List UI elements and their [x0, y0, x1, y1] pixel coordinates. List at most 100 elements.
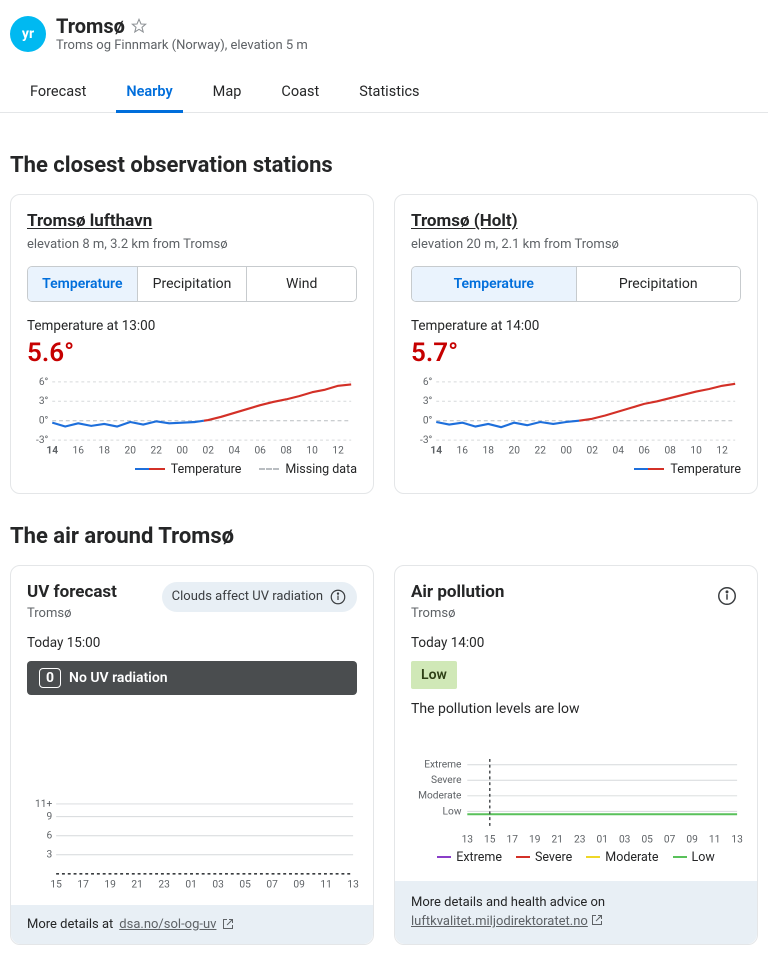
segment-precipitation[interactable]: Precipitation	[577, 267, 741, 301]
svg-text:0°: 0°	[39, 416, 49, 427]
svg-text:6: 6	[47, 830, 53, 841]
svg-text:19: 19	[104, 879, 116, 890]
legend-item: Temperature	[634, 462, 741, 477]
svg-text:05: 05	[239, 879, 251, 890]
svg-text:22: 22	[150, 446, 162, 457]
info-icon	[716, 585, 738, 607]
segment-temperature[interactable]: Temperature	[28, 267, 138, 301]
temp-value: 5.6°	[27, 338, 357, 368]
segment-wind[interactable]: Wind	[247, 267, 356, 301]
tab-map[interactable]: Map	[193, 69, 262, 112]
pollution-location: Tromsø	[411, 606, 504, 621]
svg-text:09: 09	[293, 879, 305, 890]
page-subtitle: Troms og Finnmark (Norway), elevation 5 …	[56, 38, 308, 53]
pollution-legend: ExtremeSevereModerateLow	[411, 850, 741, 865]
pollution-title: Air pollution	[411, 582, 504, 602]
tab-nearby[interactable]: Nearby	[106, 69, 192, 112]
pollution-chart: ExtremeSevereModerateLow1315171921230103…	[411, 757, 741, 844]
station-card: Tromsø (Holt) elevation 20 m, 2.1 km from…	[394, 194, 758, 494]
svg-text:13: 13	[347, 879, 359, 890]
svg-text:15: 15	[50, 879, 62, 890]
station-segment-control: TemperaturePrecipitationWind	[27, 266, 357, 302]
main-tabs: ForecastNearbyMapCoastStatistics	[0, 69, 768, 113]
svg-text:16: 16	[457, 446, 469, 457]
station-name-link[interactable]: Tromsø lufthavn	[27, 211, 152, 231]
svg-text:3°: 3°	[423, 396, 433, 407]
uv-badge: 0 No UV radiation	[27, 661, 357, 695]
svg-text:21: 21	[552, 834, 563, 845]
uv-footer-link[interactable]: dsa.no/sol-og-uv	[119, 917, 216, 932]
chart-legend: TemperatureMissing data	[27, 462, 357, 477]
uv-value: 0	[39, 668, 61, 688]
external-link-icon	[591, 914, 603, 926]
uv-chart: 11+963151719212301030507091113	[27, 802, 357, 889]
tab-forecast[interactable]: Forecast	[10, 69, 106, 112]
svg-text:13: 13	[462, 834, 474, 845]
svg-text:12: 12	[332, 446, 344, 457]
svg-text:06: 06	[254, 446, 266, 457]
svg-text:-3°: -3°	[36, 435, 49, 446]
svg-text:Moderate: Moderate	[418, 790, 462, 801]
section-title-air: The air around Tromsø	[10, 524, 758, 549]
svg-text:01: 01	[185, 879, 196, 890]
svg-text:05: 05	[641, 834, 653, 845]
svg-text:04: 04	[228, 446, 240, 457]
pollution-info-button[interactable]	[713, 582, 741, 610]
svg-text:3°: 3°	[39, 396, 49, 407]
legend-item: Extreme	[437, 850, 502, 865]
station-segment-control: TemperaturePrecipitation	[411, 266, 741, 302]
uv-location: Tromsø	[27, 606, 117, 621]
svg-text:10: 10	[690, 446, 702, 457]
svg-text:08: 08	[280, 446, 292, 457]
star-icon[interactable]	[131, 18, 147, 34]
station-name-link[interactable]: Tromsø (Holt)	[411, 211, 518, 231]
svg-text:20: 20	[124, 446, 136, 457]
station-sub: elevation 20 m, 2.1 km from Tromsø	[411, 237, 741, 252]
uv-card: UV forecast Tromsø Clouds affect UV radi…	[10, 565, 374, 945]
uv-footer-prefix: More details at	[27, 917, 113, 932]
uv-label: No UV radiation	[69, 670, 168, 686]
svg-text:15: 15	[484, 834, 496, 845]
temperature-chart: -3°0°3°6°141618202200020406081012	[27, 378, 357, 456]
svg-text:11+: 11+	[35, 798, 52, 809]
legend-item: Low	[673, 850, 715, 865]
svg-text:03: 03	[212, 879, 224, 890]
station-sub: elevation 8 m, 3.2 km from Tromsø	[27, 237, 357, 252]
site-logo[interactable]: yr	[10, 16, 46, 52]
svg-text:04: 04	[612, 446, 624, 457]
page-header: yr Tromsø Troms og Finnmark (Norway), el…	[0, 0, 768, 59]
tab-coast[interactable]: Coast	[261, 69, 339, 112]
svg-text:Severe: Severe	[431, 775, 462, 786]
temp-value: 5.7°	[411, 338, 741, 368]
svg-text:14: 14	[46, 446, 58, 457]
section-title-stations: The closest observation stations	[10, 153, 758, 178]
legend-item: Moderate	[586, 850, 658, 865]
segment-precipitation[interactable]: Precipitation	[138, 267, 248, 301]
svg-text:17: 17	[507, 834, 519, 845]
svg-text:18: 18	[483, 446, 495, 457]
svg-text:3: 3	[47, 849, 53, 860]
svg-text:23: 23	[574, 834, 586, 845]
legend-item: Temperature	[135, 462, 242, 477]
svg-text:-3°: -3°	[420, 435, 433, 446]
svg-text:20: 20	[508, 446, 520, 457]
svg-text:11: 11	[320, 879, 331, 890]
temperature-chart: -3°0°3°6°141618202200020406081012	[411, 378, 741, 456]
temp-label: Temperature at 13:00	[27, 318, 357, 334]
external-link-icon	[222, 918, 234, 930]
svg-text:22: 22	[534, 446, 546, 457]
svg-text:06: 06	[638, 446, 650, 457]
svg-text:14: 14	[430, 446, 442, 457]
svg-text:23: 23	[158, 879, 170, 890]
uv-clouds-pill[interactable]: Clouds affect UV radiation	[162, 582, 357, 612]
svg-text:6°: 6°	[39, 377, 49, 388]
segment-temperature[interactable]: Temperature	[412, 267, 577, 301]
pollution-footer-link[interactable]: luftkvalitet.miljodirektoratet.no	[411, 914, 588, 929]
svg-text:Extreme: Extreme	[424, 759, 462, 770]
uv-pill-text: Clouds affect UV radiation	[172, 589, 323, 604]
pollution-footer-line1: More details and health advice on	[411, 895, 605, 910]
svg-text:19: 19	[529, 834, 541, 845]
svg-text:9: 9	[47, 811, 53, 822]
tab-statistics[interactable]: Statistics	[339, 69, 439, 112]
svg-text:02: 02	[586, 446, 598, 457]
